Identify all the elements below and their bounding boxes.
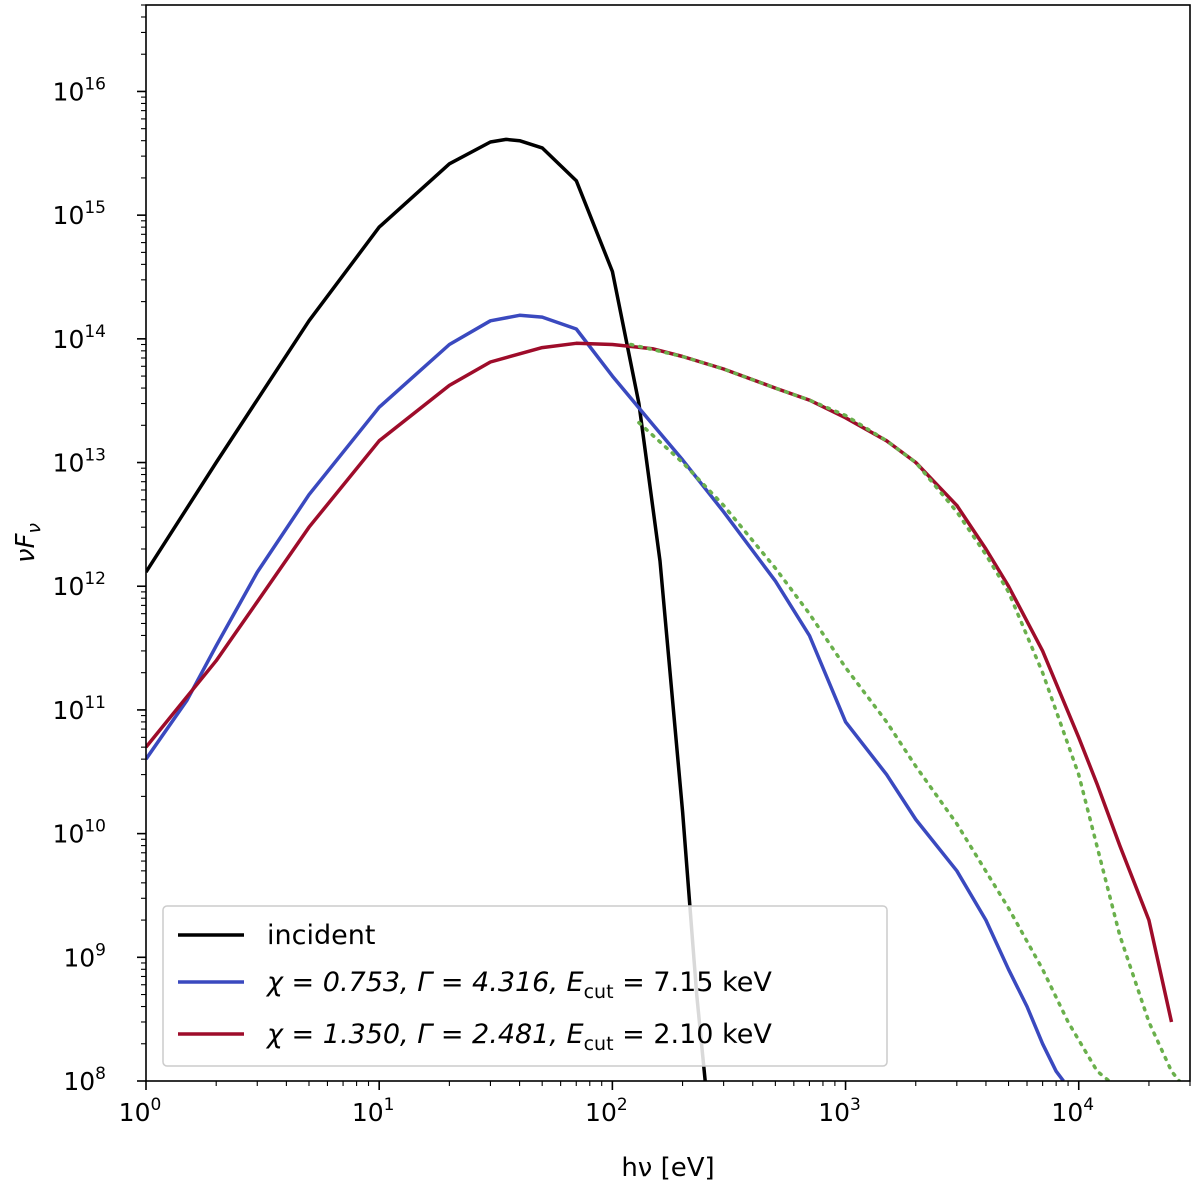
- y-tick-label: 108: [63, 1064, 106, 1096]
- series-line-0: [146, 137, 707, 1081]
- fit-dotted-line-4: [629, 342, 1182, 1081]
- x-tick-label: 100: [119, 1095, 162, 1127]
- y-tick-label: 109: [63, 940, 106, 972]
- y-tick-label: 1013: [53, 446, 106, 478]
- y-tick-label: 1012: [53, 569, 106, 601]
- y-tick-label: 1014: [53, 322, 106, 354]
- y-tick-label: 1010: [53, 817, 106, 849]
- x-tick-label: 101: [352, 1095, 395, 1127]
- series-line-1: [146, 313, 1065, 1081]
- legend: incident χ = 0.753, Γ = 4.316, Ecut = 7.…: [162, 905, 888, 1067]
- legend-label-incident: incident: [267, 920, 375, 951]
- plot-background: [146, 5, 1190, 1081]
- series-layer: [146, 137, 1182, 1081]
- y-axis-ticks: 108 109 1010 1011 1012 1013 1014 1015 1016: [53, 4, 146, 1096]
- legend-label-blue: χ = 0.753, Γ = 4.316, Ecut = 7.15 keV: [265, 967, 772, 1003]
- y-tick-label: 1015: [53, 198, 106, 230]
- y-tick-label: 1016: [53, 74, 106, 106]
- x-axis-ticks: 100 101 102 103 104: [119, 1081, 1191, 1127]
- legend-label-red: χ = 1.350, Γ = 2.481, Ecut = 2.10 keV: [265, 1019, 772, 1055]
- x-tick-label: 104: [1051, 1095, 1094, 1127]
- series-line-2: [146, 341, 1174, 1023]
- y-axis-title: νFν: [11, 523, 45, 563]
- y-tick-label: 1011: [53, 693, 106, 725]
- x-tick-label: 103: [818, 1095, 861, 1127]
- fit-dotted-line-3: [637, 420, 1111, 1081]
- x-axis-title: hν [eV]: [621, 1153, 714, 1183]
- x-tick-label: 102: [585, 1095, 628, 1127]
- plot-frame: [145, 4, 1191, 1082]
- legend-box: [162, 905, 888, 1067]
